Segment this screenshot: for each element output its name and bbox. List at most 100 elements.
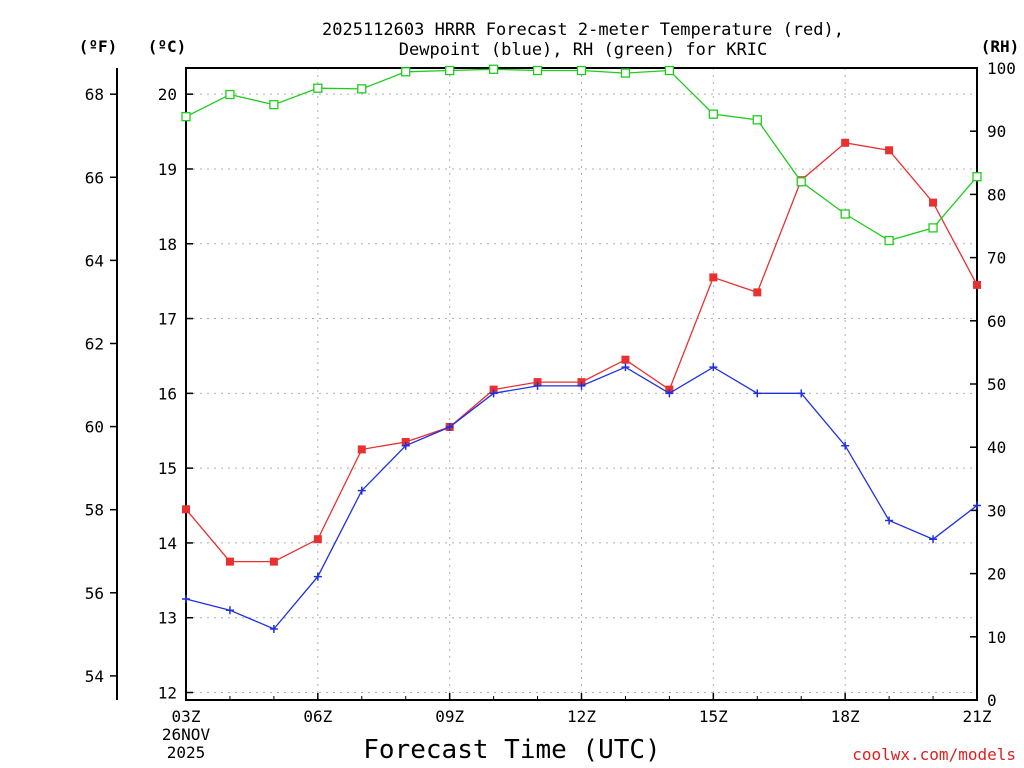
- celsius-tick-label: 16: [158, 384, 177, 403]
- celsius-tick-label: 18: [158, 235, 177, 254]
- x-date-line3: 2025: [167, 743, 206, 762]
- rh-point: [445, 65, 455, 76]
- rh-line: [185, 68, 978, 242]
- dewpoint-point: [753, 389, 762, 398]
- dewpoint-series: [182, 363, 981, 633]
- rh-point: [357, 84, 367, 94]
- x-tick-label: 21Z: [963, 707, 992, 726]
- dewpoint-point: [709, 363, 718, 372]
- celsius-tick-label: 20: [158, 85, 177, 104]
- 2-meter-temperature-line: [185, 142, 978, 563]
- fahrenheit-tick-label: 60: [85, 418, 104, 437]
- rh-tick-label: 50: [987, 375, 1006, 394]
- dewpoint-point: [533, 381, 542, 390]
- dewpoint-point: [225, 606, 234, 615]
- celsius-unit-label: (ºC): [148, 37, 187, 56]
- rh-tick-label: 10: [987, 628, 1006, 647]
- dewpoint-point: [445, 423, 454, 432]
- fahrenheit-tick-label: 56: [85, 584, 104, 603]
- dewpoint-line: [185, 366, 978, 630]
- fahrenheit-tick-label: 64: [85, 251, 104, 270]
- x-date-line2: 26NOV: [162, 725, 211, 744]
- rh-point: [840, 209, 850, 219]
- dewpoint-point: [401, 441, 410, 450]
- 2-meter-temperature-point: [269, 557, 278, 566]
- x-tick-label: 03Z: [172, 707, 201, 726]
- x-tick-label: 15Z: [699, 707, 728, 726]
- chart-title-line1: 2025112603 HRRR Forecast 2-meter Tempera…: [322, 20, 844, 40]
- rh-point: [576, 65, 587, 76]
- 2-meter-temperature-point: [709, 273, 718, 282]
- rh-tick-label: 100: [987, 59, 1016, 78]
- fahrenheit-axis: 54 56 58 60 62 64 66 68: [85, 85, 117, 686]
- dewpoint-point: [489, 389, 498, 398]
- series-layer: [181, 64, 982, 633]
- dewpoint-point: [357, 486, 366, 495]
- dewpoint-point: [269, 624, 278, 633]
- celsius-tick-label: 12: [158, 684, 177, 703]
- fahrenheit-tick-label: 54: [85, 667, 104, 686]
- dewpoint-point: [665, 389, 674, 398]
- x-axis: 03Z 06Z 09Z 12Z 15Z 18Z 21Z: [172, 693, 992, 726]
- rh-point: [181, 112, 191, 122]
- rh-point: [269, 100, 279, 110]
- 2-meter-temperature-point: [621, 355, 630, 364]
- rh-tick-label: 80: [987, 185, 1006, 204]
- celsius-tick-label: 19: [158, 160, 177, 179]
- 2-meter-temperature-point: [885, 146, 894, 155]
- dewpoint-point: [621, 363, 630, 372]
- dewpoint-point: [973, 501, 981, 510]
- 2-meter-temperature-point: [973, 280, 981, 289]
- rh-tick-label: 30: [987, 501, 1006, 520]
- rh-tick-label: 90: [987, 122, 1006, 141]
- rh-tick-label: 60: [987, 312, 1006, 331]
- fahrenheit-tick-label: 62: [85, 334, 104, 353]
- rh-point: [796, 177, 806, 187]
- 2-meter-temperature-point: [753, 288, 762, 297]
- celsius-tick-label: 14: [158, 534, 177, 553]
- x-tick-label: 18Z: [831, 707, 860, 726]
- 2-meter-temperature-point: [357, 445, 366, 454]
- rh-point: [972, 172, 982, 182]
- x-axis-label: Forecast Time (UTC): [363, 735, 660, 765]
- x-tick-label: 12Z: [567, 707, 596, 726]
- rh-tick-label: 20: [987, 565, 1006, 584]
- x-tick-label: 06Z: [303, 707, 332, 726]
- celsius-tick-label: 17: [158, 310, 177, 329]
- rh-unit-label: (RH): [981, 37, 1020, 56]
- dewpoint-point: [885, 516, 894, 525]
- celsius-tick-label: 15: [158, 459, 177, 478]
- 2-meter-temperature-point: [313, 535, 322, 544]
- rh-point: [488, 64, 499, 74]
- x-tick-label: 09Z: [435, 707, 464, 726]
- rh-point: [664, 65, 675, 76]
- rh-point: [884, 235, 894, 246]
- dewpoint-point: [313, 572, 322, 581]
- rh-point: [313, 83, 323, 93]
- rh-axis: 0 10 20 30 40 50 60 70 80 90 100: [970, 59, 1016, 710]
- rh-tick-label: 40: [987, 438, 1006, 457]
- 2-meter-temperature-point: [182, 505, 190, 514]
- 2-meter-temperature-point: [225, 557, 234, 566]
- dewpoint-point: [797, 389, 806, 398]
- celsius-tick-label: 13: [158, 609, 177, 628]
- fahrenheit-unit-label: (ºF): [79, 37, 118, 56]
- rh-point: [928, 223, 938, 233]
- chart-title-line2: Dewpoint (blue), RH (green) for KRIC: [399, 40, 767, 60]
- dewpoint-point: [577, 381, 586, 390]
- rh-point: [752, 115, 762, 125]
- rh-point: [708, 109, 718, 119]
- credit-label: coolwx.com/models: [852, 745, 1016, 764]
- fahrenheit-tick-label: 58: [85, 501, 104, 520]
- rh-point: [225, 89, 235, 100]
- dewpoint-point: [841, 441, 850, 450]
- rh-series: [181, 64, 982, 246]
- rh-tick-label: 0: [987, 691, 997, 710]
- 2-meter-temperature-point: [929, 198, 938, 207]
- rh-point: [532, 65, 543, 76]
- dewpoint-point: [182, 595, 190, 604]
- fahrenheit-tick-label: 68: [85, 85, 104, 104]
- dewpoint-point: [929, 535, 938, 544]
- rh-point: [401, 67, 411, 77]
- fahrenheit-tick-label: 66: [85, 168, 104, 187]
